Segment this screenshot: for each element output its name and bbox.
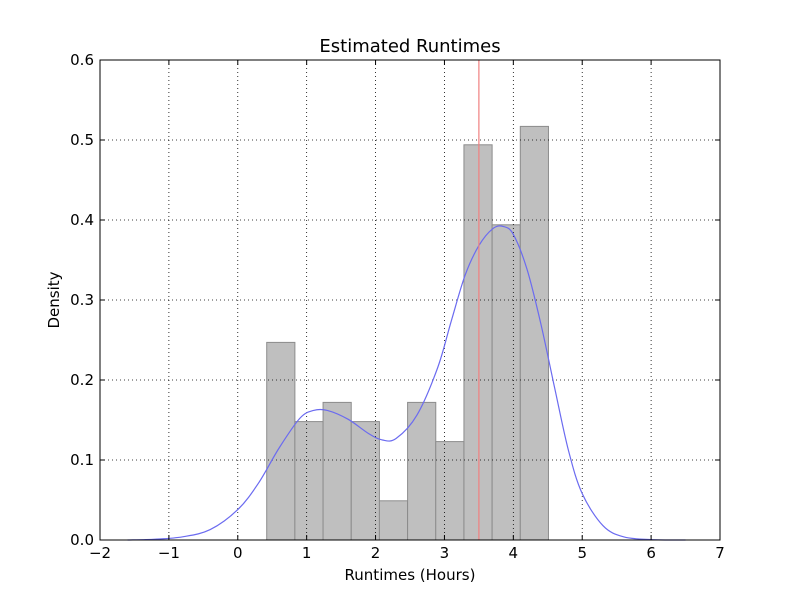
histogram-bar xyxy=(463,144,493,541)
histogram-bar xyxy=(519,125,549,541)
histogram-bar xyxy=(407,401,437,541)
y-tick-label: 0.5 xyxy=(70,131,94,149)
x-tick-label: 6 xyxy=(646,544,656,562)
x-axis-label: Runtimes (Hours) xyxy=(345,566,476,584)
y-tick-label: 0.2 xyxy=(70,371,94,389)
y-tick-label: 0.4 xyxy=(70,211,94,229)
gridlines xyxy=(100,60,720,540)
x-tick-label: 5 xyxy=(577,544,587,562)
axis-ticks: −2 −1 0 1 2 3 4 5 6 7 0.0 0.1 0.2 0.3 0.4 0.5 0.6 xyxy=(70,51,725,562)
histogram-bar xyxy=(266,341,296,541)
y-tick-label: 0.1 xyxy=(70,451,94,469)
histogram-bar xyxy=(491,224,521,541)
y-tick-label: 0.0 xyxy=(70,531,94,549)
x-tick-label: 2 xyxy=(371,544,381,562)
histogram-bar xyxy=(350,421,380,541)
x-tick-label: 3 xyxy=(440,544,450,562)
x-tick-label: 1 xyxy=(302,544,312,562)
y-tick-label: 0.3 xyxy=(70,291,94,309)
y-axis-label: Density xyxy=(45,271,63,328)
x-tick-label: 7 xyxy=(715,544,725,562)
kde-curve xyxy=(127,225,686,541)
chart-title: Estimated Runtimes xyxy=(319,36,500,57)
histogram-bars xyxy=(266,125,549,541)
histogram-bar xyxy=(378,500,409,541)
x-tick-label: −1 xyxy=(158,544,180,562)
x-tick-label: −2 xyxy=(89,544,111,562)
x-tick-label: 0 xyxy=(233,544,243,562)
histogram-bar xyxy=(322,401,352,541)
y-tick-label: 0.6 xyxy=(70,51,94,69)
histogram-bar xyxy=(294,421,324,541)
x-tick-label: 4 xyxy=(509,544,519,562)
histogram-bar xyxy=(435,441,465,541)
